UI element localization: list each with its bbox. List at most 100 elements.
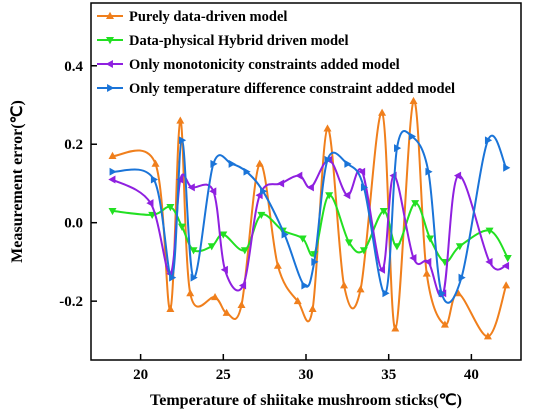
- legend-swatch-marker: [105, 60, 113, 68]
- data-point: [409, 96, 418, 105]
- data-point: [306, 183, 314, 192]
- data-point: [426, 235, 435, 243]
- data-point: [255, 159, 264, 167]
- data-point: [409, 254, 417, 262]
- data-point: [210, 159, 218, 168]
- data-point: [189, 247, 198, 255]
- data-point: [382, 289, 390, 298]
- data-point: [344, 159, 352, 168]
- data-point: [379, 207, 388, 216]
- data-point: [453, 171, 462, 180]
- data-point: [298, 235, 307, 243]
- data-point: [425, 167, 433, 176]
- y-axis-title: Measurement error(℃): [9, 100, 26, 263]
- data-point: [187, 183, 195, 192]
- legend-label: Purely data-driven model: [129, 9, 287, 25]
- data-point: [222, 308, 231, 316]
- y-tick-label: 0.2: [64, 137, 83, 153]
- data-point: [411, 200, 420, 208]
- data-point: [211, 293, 220, 301]
- x-tick-label: 20: [133, 367, 148, 383]
- data-point: [276, 179, 285, 188]
- data-point: [219, 231, 228, 239]
- data-point: [343, 191, 351, 200]
- data-point: [293, 296, 302, 305]
- data-point: [301, 281, 309, 290]
- x-axis-title: Temperature of shiitake mushroom sticks(…: [150, 392, 462, 409]
- data-point: [377, 265, 386, 274]
- data-point: [503, 255, 512, 263]
- y-tick-label: 0.4: [64, 59, 83, 75]
- legend-item-3: Only monotonicity constraints added mode…: [97, 57, 400, 73]
- data-point: [340, 281, 349, 289]
- legend-label: Data-physical Hybrid driven model: [129, 33, 349, 49]
- data-point: [240, 247, 249, 255]
- data-point: [485, 257, 493, 266]
- data-point: [458, 273, 466, 282]
- legend-swatch-marker: [106, 11, 114, 19]
- data-point: [228, 159, 236, 168]
- data-point: [190, 273, 198, 282]
- legend-label: Only temperature difference constraint a…: [129, 81, 455, 97]
- data-point: [503, 163, 511, 172]
- data-point: [438, 289, 446, 298]
- data-point: [424, 257, 432, 266]
- series-layer: [108, 96, 512, 340]
- data-point: [179, 136, 187, 145]
- data-point: [260, 187, 268, 196]
- series-4: [109, 129, 511, 304]
- data-point: [209, 187, 217, 196]
- series-line: [112, 100, 508, 338]
- data-point: [356, 285, 365, 293]
- x-tick-label: 30: [299, 367, 314, 383]
- data-point: [166, 204, 175, 212]
- data-point: [237, 300, 246, 309]
- data-point: [422, 269, 431, 277]
- data-point: [220, 265, 228, 274]
- data-point: [360, 183, 369, 192]
- data-point: [295, 171, 303, 180]
- data-point: [146, 199, 154, 208]
- data-point: [408, 132, 417, 141]
- data-point: [207, 243, 216, 251]
- data-point: [391, 324, 400, 332]
- data-point: [273, 261, 282, 269]
- data-point: [243, 167, 251, 176]
- data-point: [308, 304, 317, 312]
- data-point: [166, 304, 175, 312]
- data-point: [257, 211, 266, 220]
- x-tick-label: 25: [216, 367, 231, 383]
- data-point: [455, 243, 464, 251]
- legend-swatch-marker: [107, 84, 115, 92]
- data-point: [392, 243, 401, 251]
- data-point: [108, 207, 117, 216]
- data-point: [483, 332, 492, 340]
- data-point: [484, 136, 493, 145]
- data-point: [238, 281, 247, 290]
- data-point: [176, 175, 184, 184]
- data-point: [109, 167, 117, 176]
- data-point: [150, 175, 159, 184]
- data-point: [108, 175, 116, 184]
- series-line: [112, 129, 508, 304]
- x-tick-label: 35: [381, 367, 396, 383]
- data-point: [281, 230, 289, 239]
- data-point: [359, 247, 368, 255]
- data-point: [177, 223, 186, 231]
- data-point: [169, 273, 177, 282]
- data-point: [151, 159, 160, 167]
- data-point: [378, 108, 387, 116]
- legend: Purely data-driven model Data-physical Hy…: [97, 9, 455, 97]
- x-tick-label: 40: [464, 367, 479, 383]
- data-point: [502, 281, 511, 289]
- legend-item-1: Purely data-driven model: [97, 9, 287, 25]
- data-point: [394, 144, 402, 153]
- series-3: [108, 155, 510, 298]
- data-point: [345, 239, 353, 247]
- legend-item-4: Only temperature difference constraint a…: [97, 81, 455, 97]
- data-point: [485, 227, 494, 235]
- data-point: [325, 192, 334, 200]
- data-point: [501, 261, 510, 270]
- y-tick-label: -0.2: [59, 294, 83, 310]
